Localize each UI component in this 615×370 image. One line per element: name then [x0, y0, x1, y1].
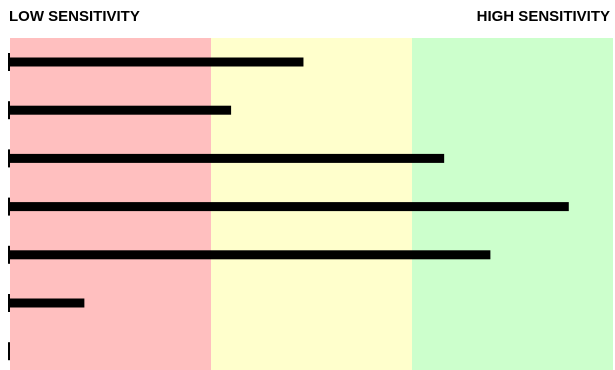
sensitivity-bars	[8, 53, 569, 361]
bar-1	[10, 57, 304, 67]
low-sensitivity-label: LOW SENSITIVITY	[9, 8, 140, 25]
bar-3	[10, 153, 445, 163]
bar-5	[10, 250, 491, 260]
bar-6	[10, 298, 85, 308]
high-sensitivity-label: HIGH SENSITIVITY	[476, 8, 610, 25]
bar-2	[10, 105, 232, 115]
bar-4	[10, 202, 569, 212]
